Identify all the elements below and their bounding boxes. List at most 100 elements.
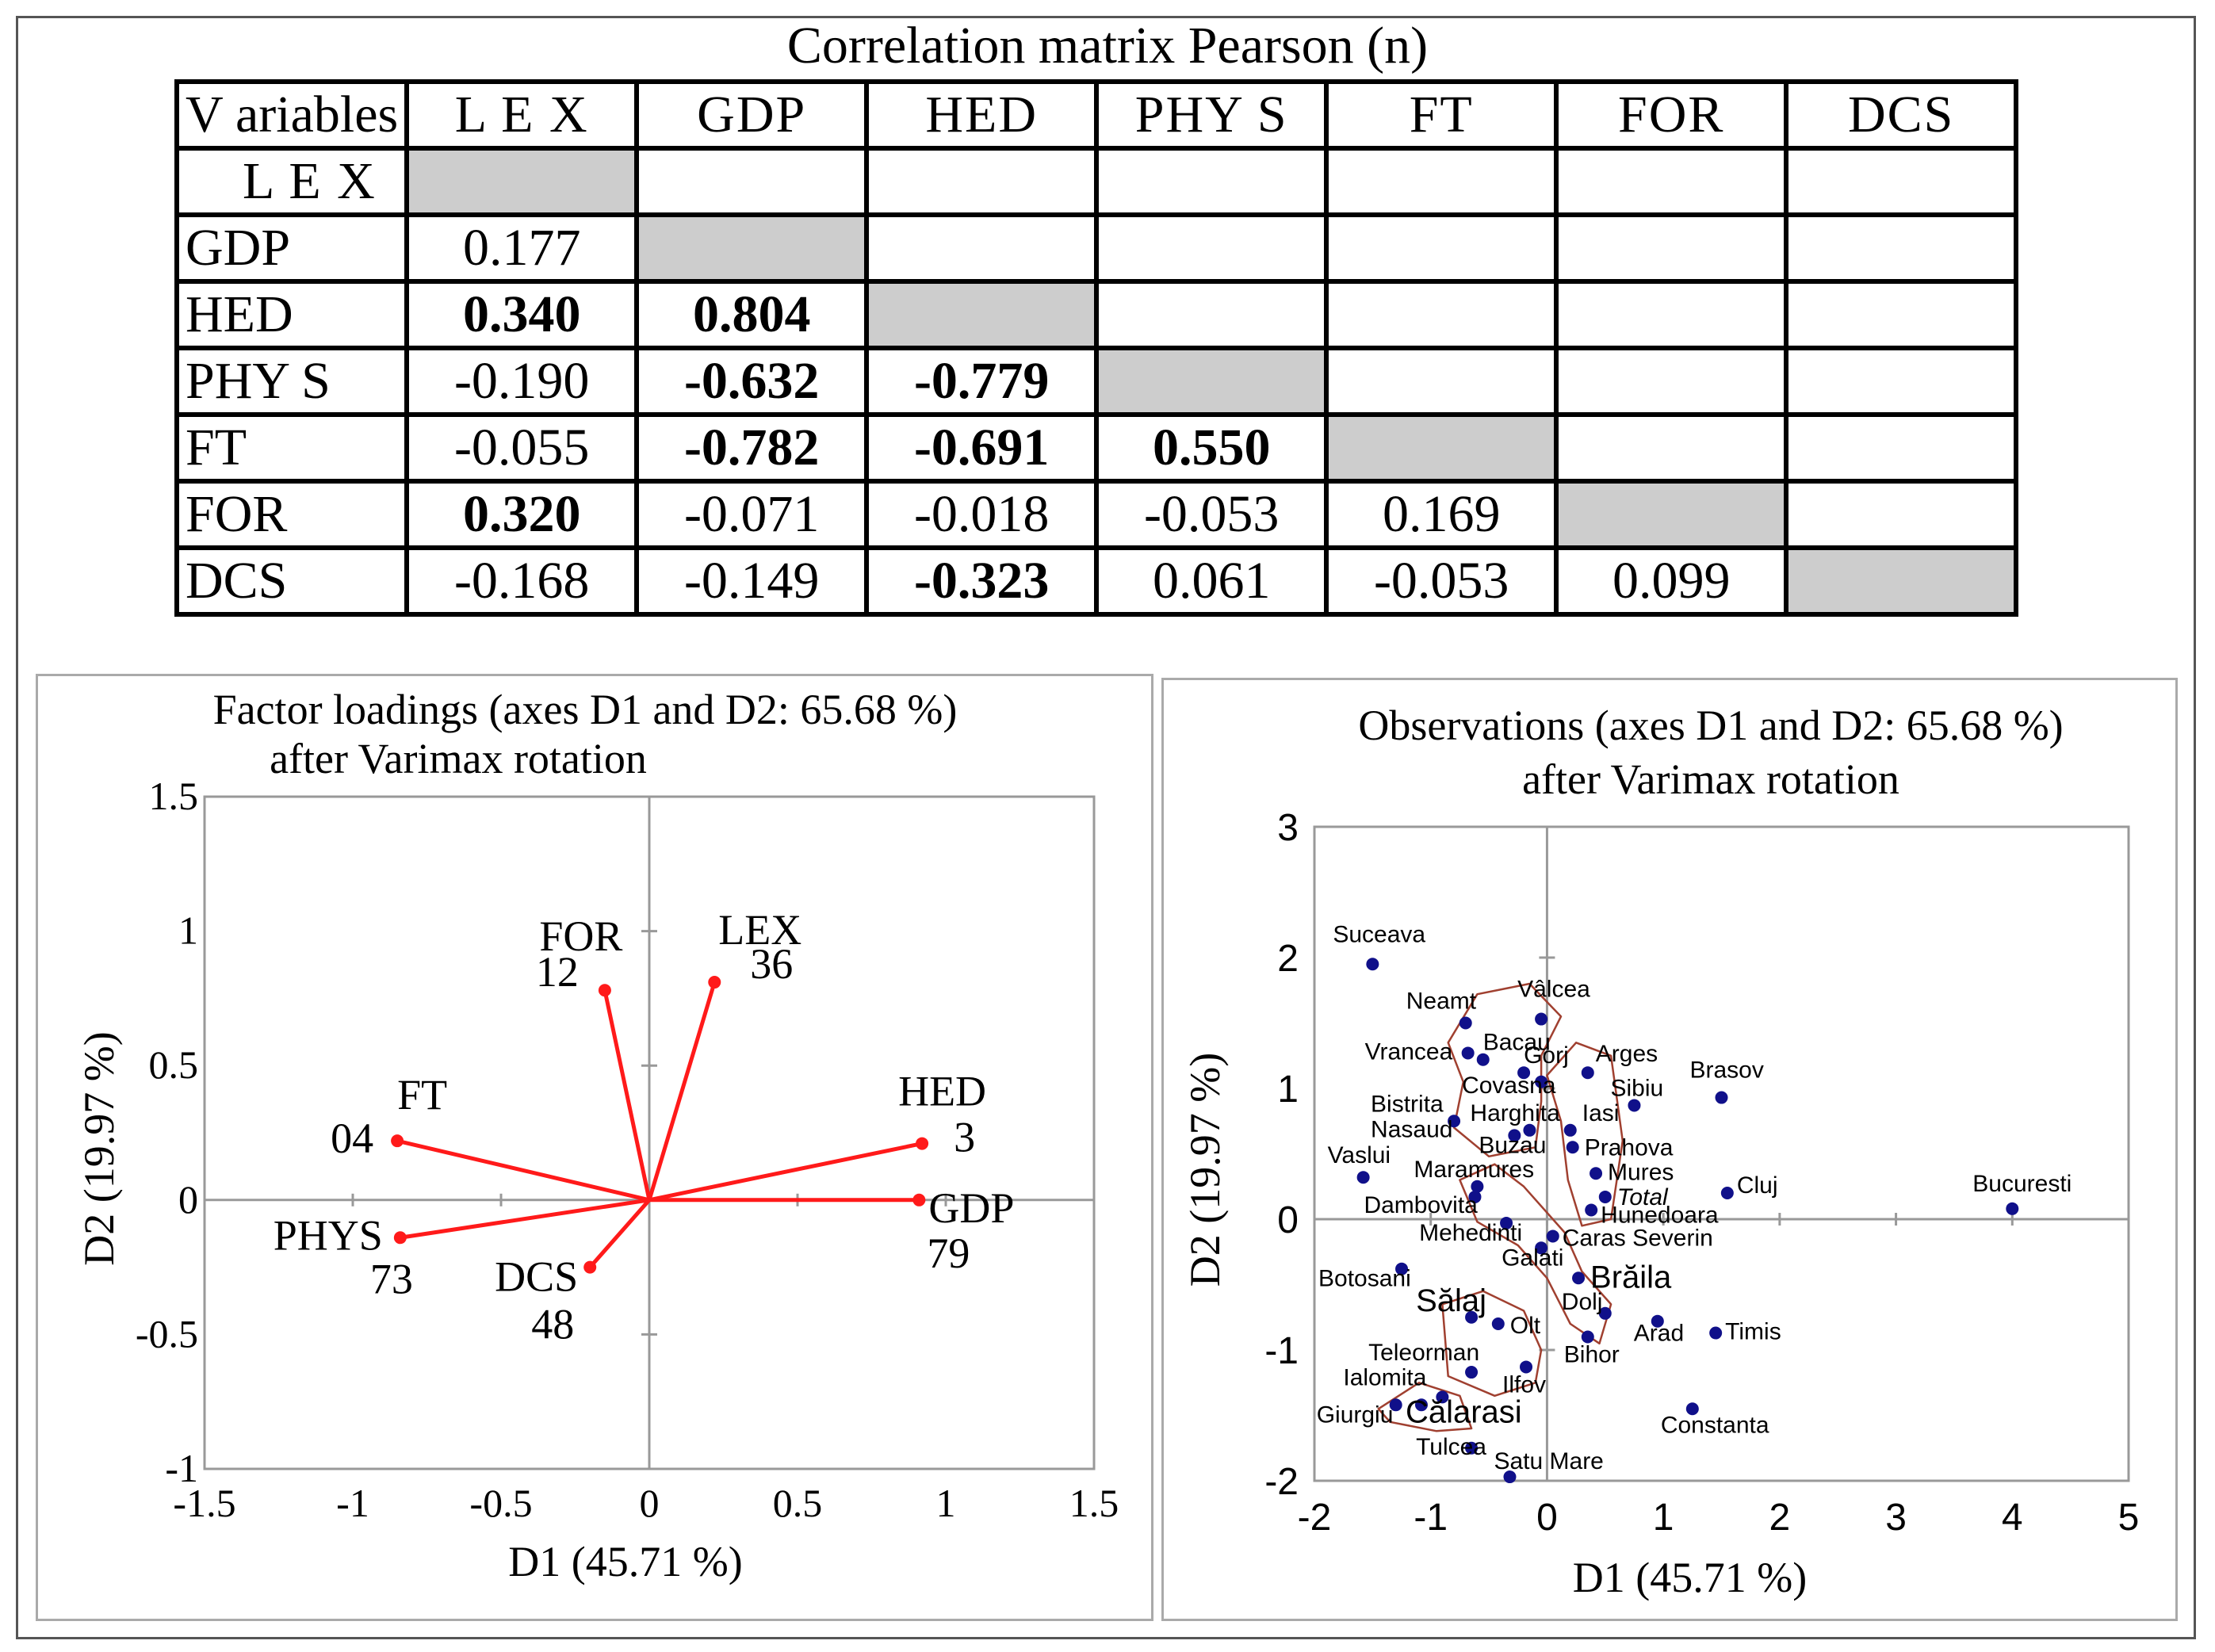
observation-point-tulcea <box>1465 1441 1479 1455</box>
x-tick-label: -1 <box>1414 1497 1448 1539</box>
observation-label-bistrita-nasaud: Bistrita Nasaud <box>1371 1091 1452 1142</box>
observation-point-bucuresti <box>2006 1202 2019 1215</box>
matrix-column-header: FOR <box>1554 79 1789 151</box>
observation-label-teleorman: Teleorman <box>1368 1340 1479 1366</box>
matrix-cell <box>1094 279 1329 350</box>
matrix-cell <box>1554 346 1789 417</box>
y-tick-label: 0.5 <box>149 1042 199 1087</box>
matrix-cell <box>1784 146 2019 217</box>
matrix-row-header: PHY S <box>174 346 410 417</box>
matrix-cell: 0.177 <box>404 212 640 284</box>
matrix-cell <box>1094 146 1329 217</box>
observation-label-vaslui: Vaslui <box>1328 1142 1391 1168</box>
cluster-outline <box>1447 982 1563 1158</box>
y-tick-label: 1 <box>178 908 198 953</box>
figure-frame <box>16 16 2196 1639</box>
matrix-row-header: L E X <box>174 146 410 217</box>
observation-label-vâlcea: Vâlcea <box>1517 977 1590 1003</box>
matrix-cell <box>1554 212 1789 284</box>
observation-label-bacau: Bacau <box>1483 1030 1551 1056</box>
x-axis-label: D1 (45.71 %) <box>508 1538 742 1585</box>
x-tick-label: 0.5 <box>773 1481 823 1525</box>
loading-point-gdp <box>912 1193 926 1206</box>
matrix-cell <box>1784 346 2019 417</box>
matrix-column-header: L E X <box>404 79 640 151</box>
y-tick-label: 0 <box>178 1177 198 1222</box>
matrix-cell: -0.190 <box>404 346 640 417</box>
x-tick-label: -1.5 <box>173 1481 235 1525</box>
x-tick-label: 4 <box>2002 1497 2023 1539</box>
y-tick-label: 1 <box>1277 1069 1299 1111</box>
matrix-header-row: V ariables L E X GDP HED PHY S FT FOR DCS <box>174 79 2019 151</box>
cluster-outline <box>1441 1290 1543 1398</box>
matrix-cell <box>1554 279 1789 350</box>
matrix-cell: 0.550 <box>1094 412 1329 484</box>
matrix-row: PHY S -0.190 -0.632 -0.779 <box>174 346 2019 417</box>
observation-label-brăila: Brăila <box>1590 1260 1672 1294</box>
observation-point-gorj <box>1517 1066 1531 1080</box>
observation-point-ialomita <box>1436 1390 1449 1404</box>
loading-vector-ft <box>396 1138 650 1203</box>
observation-label-sălaj: Sălaj <box>1416 1283 1486 1318</box>
x-tick-label: 5 <box>2118 1497 2140 1539</box>
observation-point-dolj <box>1598 1306 1612 1320</box>
observation-point-brasov <box>1715 1091 1728 1104</box>
observation-label-galati: Galati <box>1502 1245 1563 1271</box>
matrix-column-header: PHY S <box>1094 79 1329 151</box>
matrix-cell: 0.061 <box>1094 545 1329 617</box>
loading-vector-for <box>603 989 652 1201</box>
matrix-column-header: HED <box>864 79 1100 151</box>
matrix-cell: 0.099 <box>1554 545 1789 617</box>
matrix-cell <box>1324 212 1559 284</box>
observation-point-giurgiu <box>1389 1398 1402 1412</box>
matrix-cell: -0.053 <box>1324 545 1559 617</box>
observation-label-vrancea: Vrancea <box>1365 1038 1453 1065</box>
observation-label-iasi: Iasi <box>1582 1100 1620 1126</box>
observation-point-iasi <box>1563 1123 1577 1137</box>
matrix-cell <box>864 212 1100 284</box>
observation-label-hunedoara: Hunedoara <box>1601 1202 1719 1228</box>
loading-code-phys: 73 <box>370 1255 413 1302</box>
observation-point-sibiu <box>1628 1099 1641 1112</box>
observation-label-dolj: Dolj <box>1562 1289 1603 1315</box>
observation-label-arges: Arges <box>1596 1041 1658 1067</box>
x-tick-label: 0 <box>640 1481 660 1525</box>
matrix-cell: -0.018 <box>864 479 1100 550</box>
loading-label-ft: FT <box>397 1071 447 1119</box>
observation-point-olt <box>1491 1317 1505 1330</box>
x-tick-label: 2 <box>1769 1497 1791 1539</box>
loading-point-phys <box>393 1231 407 1245</box>
matrix-cell <box>1784 279 2019 350</box>
observation-label-ilfov: Ilfov <box>1502 1371 1546 1398</box>
observation-label-timis: Timis <box>1725 1319 1781 1345</box>
matrix-cell <box>1784 212 2019 284</box>
matrix-cell: 0.320 <box>404 479 640 550</box>
loading-code-gdp: 79 <box>927 1229 970 1277</box>
loading-vector-hed <box>648 1141 923 1203</box>
matrix-cell: -0.691 <box>864 412 1100 484</box>
loading-point-lex <box>708 976 721 989</box>
observation-point-călarasi <box>1414 1398 1428 1412</box>
observation-label-sibiu: Sibiu <box>1610 1075 1663 1101</box>
y-tick-label: 3 <box>1277 807 1299 849</box>
observation-point-brăila <box>1572 1272 1586 1285</box>
matrix-cell <box>1784 412 2019 484</box>
cluster-outline <box>1546 1042 1624 1227</box>
observation-label-călarasi: Călarasi <box>1406 1394 1522 1429</box>
matrix-cell <box>1324 146 1559 217</box>
loading-label-gdp: GDP <box>928 1184 1014 1232</box>
observation-point-constanta <box>1685 1402 1699 1416</box>
observation-label-suceava: Suceava <box>1333 921 1425 947</box>
loading-vector-dcs <box>588 1199 651 1269</box>
observation-point-maramures <box>1471 1180 1484 1193</box>
observation-label-maramures: Maramures <box>1414 1157 1534 1183</box>
cluster-outline <box>1459 1163 1612 1345</box>
observations-chart: Observations (axes D1 and D2: 65.68 %) af… <box>1181 702 2140 1601</box>
observation-label-constanta: Constanta <box>1661 1412 1769 1438</box>
observation-point-teleorman <box>1465 1366 1479 1379</box>
observation-point-ilfov <box>1520 1360 1533 1374</box>
matrix-cell: -0.055 <box>404 412 640 484</box>
factor-loadings-panel: Factor loadings (axes D1 and D2: 65.68 %… <box>36 674 1153 1621</box>
observation-label-arad: Arad <box>1634 1321 1684 1347</box>
matrix-cell <box>634 146 870 217</box>
